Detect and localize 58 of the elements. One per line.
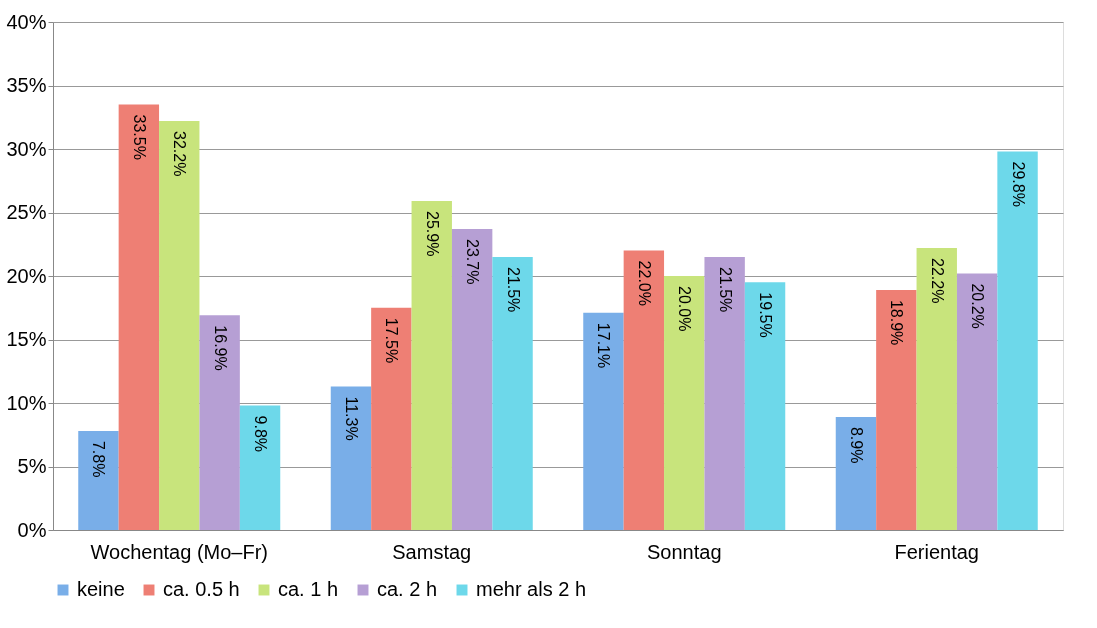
bar <box>239 405 281 530</box>
bar <box>583 312 624 530</box>
data-label: 17.5% <box>383 317 401 364</box>
data-label: 9.8% <box>252 415 270 453</box>
data-label: 32.2% <box>171 131 189 177</box>
bar <box>451 229 493 530</box>
legend-label: ca. 1 h <box>278 578 339 600</box>
data-label: 17.1% <box>595 322 613 369</box>
bar <box>916 248 957 530</box>
y-tick-label: 30% <box>6 137 47 160</box>
y-tick-label: 40% <box>6 10 47 33</box>
bar <box>411 201 452 530</box>
legend-label: keine <box>77 578 125 600</box>
data-label: 20.2% <box>969 283 987 329</box>
legend-label: mehr als 2 h <box>476 578 587 600</box>
bar <box>664 276 705 530</box>
bar <box>330 386 372 530</box>
data-label: 33.5% <box>130 114 148 160</box>
y-tick-label: 10% <box>6 391 47 414</box>
bar <box>997 151 1038 530</box>
bar <box>118 104 160 530</box>
x-tick-label: Samstag <box>392 540 472 563</box>
x-tick-label: Ferientag <box>894 540 979 563</box>
data-label: 18.9% <box>888 299 906 346</box>
legend-label: ca. 2 h <box>377 578 438 600</box>
data-label: 11.3% <box>342 396 360 441</box>
data-label: 21.5% <box>504 266 522 313</box>
bar <box>159 121 200 530</box>
bar <box>371 307 412 530</box>
y-tick-label: 25% <box>6 201 47 223</box>
bar <box>623 250 665 530</box>
bar <box>876 289 917 530</box>
data-label: 29.8% <box>1009 161 1027 207</box>
x-tick-label: Sonntag <box>646 540 722 563</box>
bar <box>704 256 745 530</box>
data-label: 7.8% <box>90 440 108 478</box>
bar <box>199 315 240 530</box>
y-tick-label: 0% <box>17 518 47 541</box>
data-label: 8.9% <box>847 426 865 464</box>
data-label: 25.9% <box>423 211 441 257</box>
legend-label: ca. 0.5 h <box>163 578 240 600</box>
y-tick-label: 15% <box>6 328 47 350</box>
data-label: 20.0% <box>676 286 694 332</box>
data-label: 22.2% <box>928 258 946 304</box>
bar <box>492 256 533 530</box>
bar <box>78 430 119 530</box>
bar <box>835 416 877 530</box>
y-tick-label: 35% <box>6 74 47 96</box>
data-label: 21.5% <box>716 266 734 313</box>
bar <box>744 282 786 530</box>
bar <box>956 273 998 530</box>
data-label: 22.0% <box>635 260 653 306</box>
data-label: 16.9% <box>211 325 229 371</box>
x-tick-label: Wochentag (Mo–Fr) <box>90 540 268 563</box>
data-label: 23.7% <box>464 239 482 285</box>
data-label: 19.5% <box>757 292 775 338</box>
y-tick-label: 5% <box>17 455 47 477</box>
y-tick-label: 20% <box>6 264 47 287</box>
